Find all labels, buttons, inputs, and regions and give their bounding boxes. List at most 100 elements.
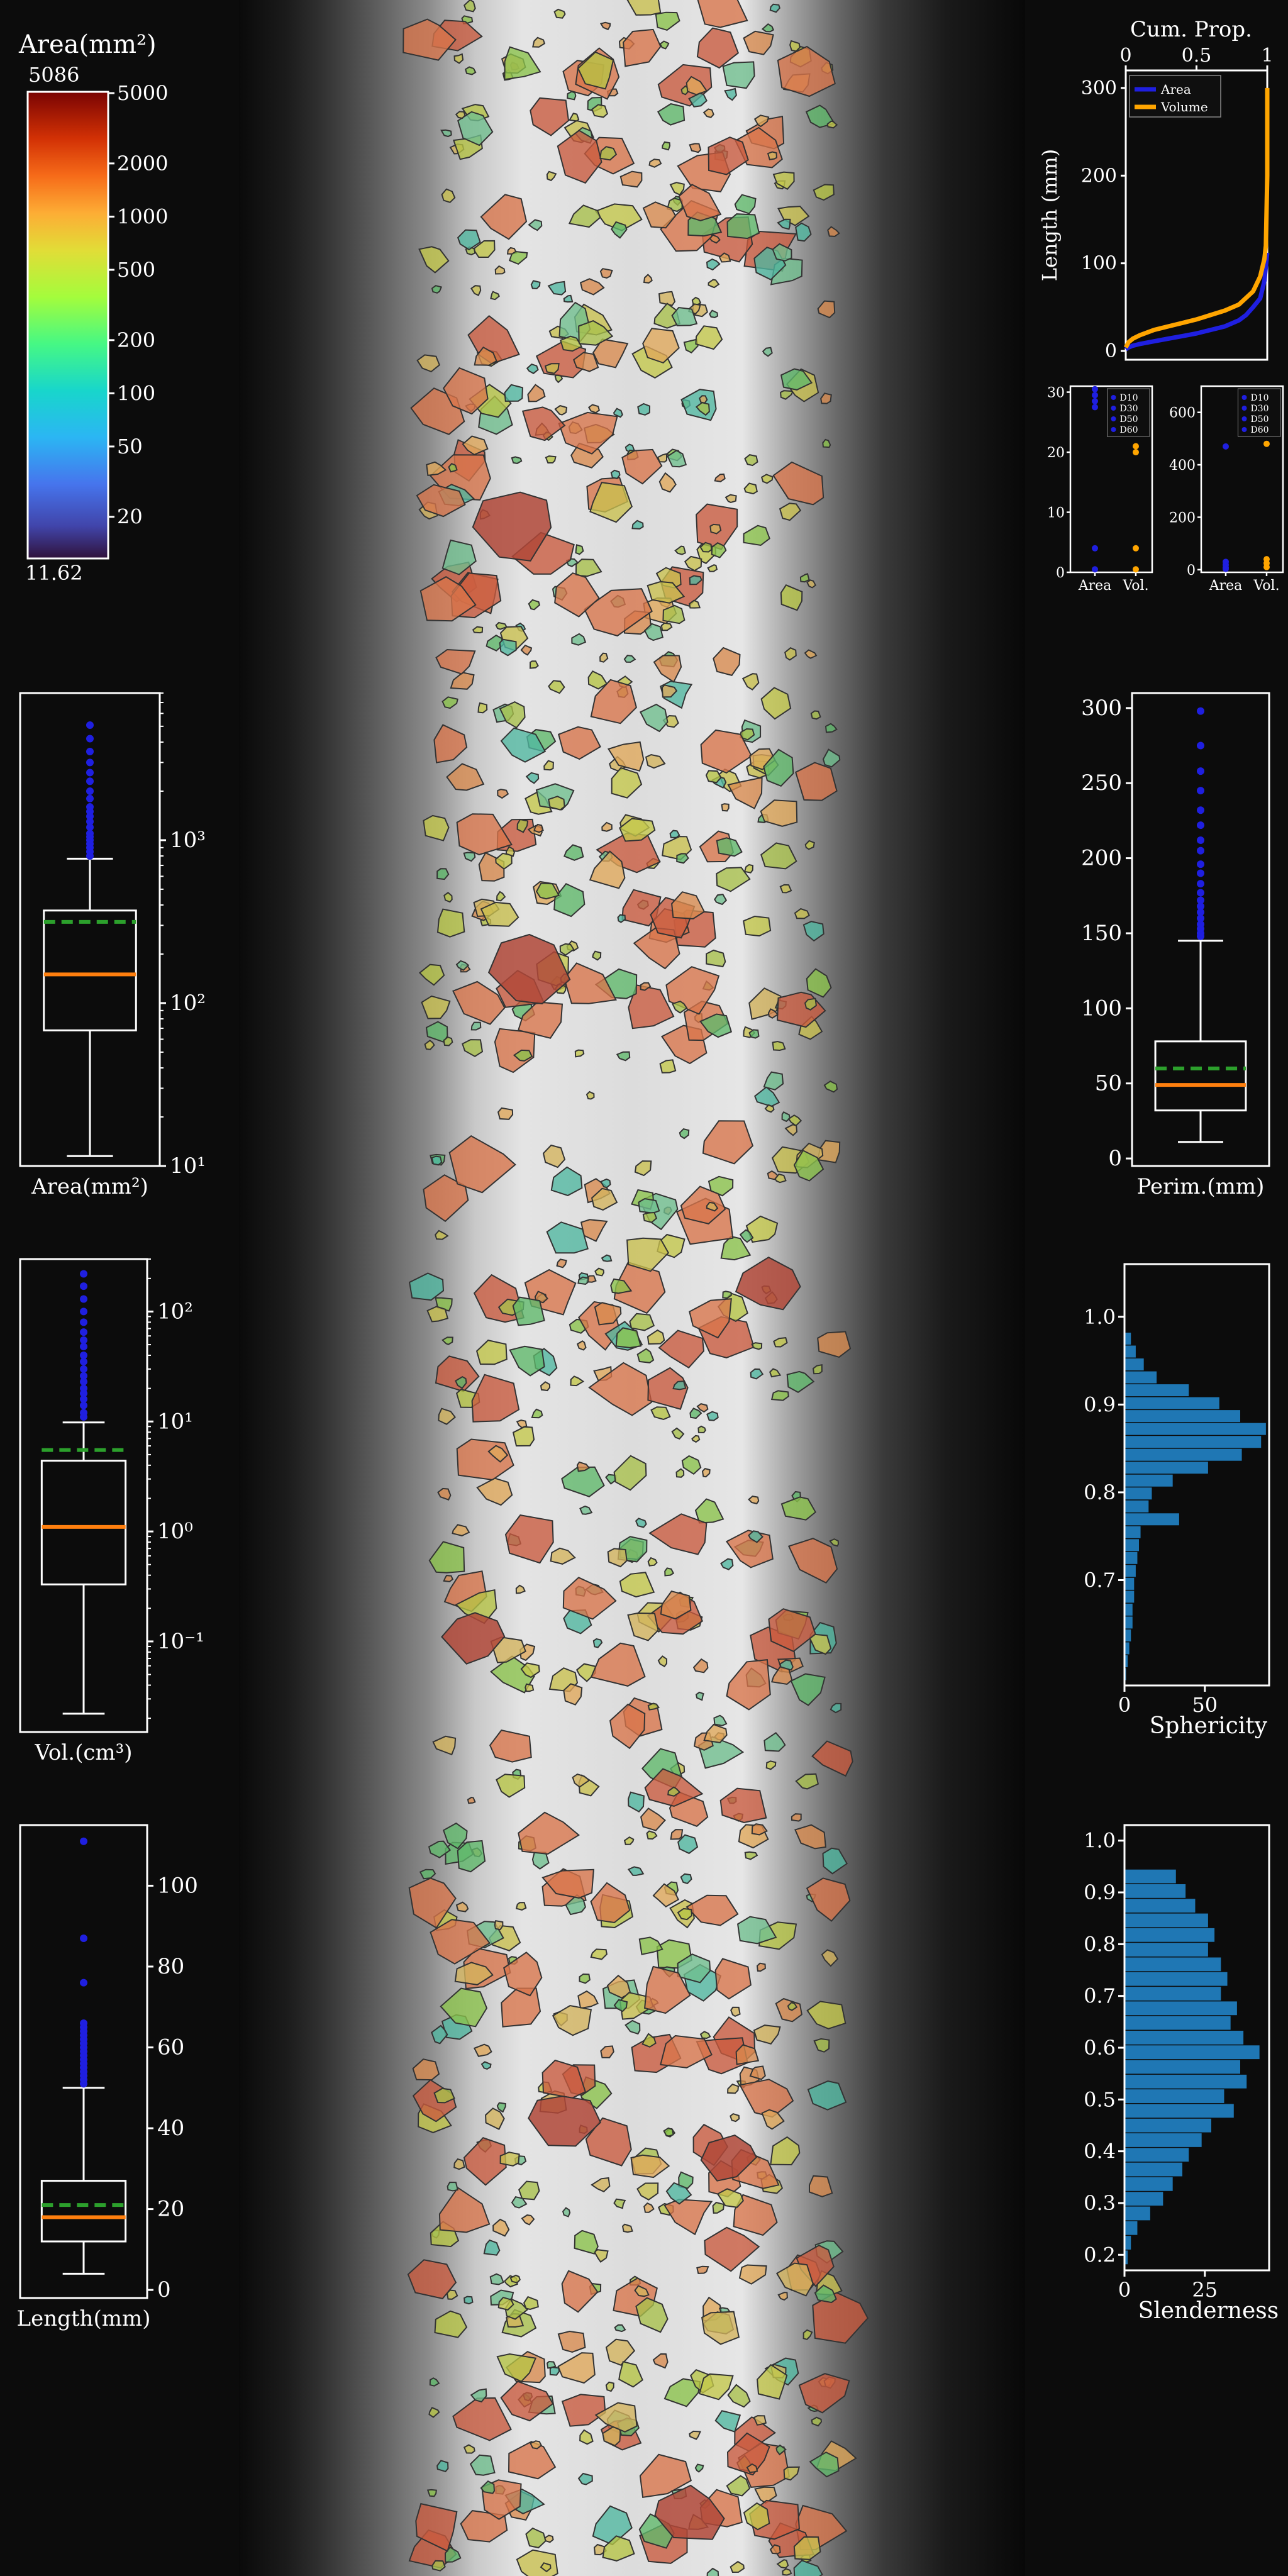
x-axis-label: Area(mm²) — [31, 1174, 148, 1199]
x-tick-label: 0 — [1119, 45, 1131, 67]
stone — [777, 45, 836, 97]
stone — [473, 2043, 492, 2057]
histogram-bar — [1124, 1928, 1215, 1942]
stone — [636, 2182, 659, 2201]
stone — [623, 28, 662, 67]
stone — [457, 1840, 486, 1873]
histogram-bar — [1124, 2192, 1163, 2206]
x-tick-label: 1 — [1261, 45, 1273, 67]
stone — [577, 51, 614, 90]
y-tick-label: 10¹ — [170, 1153, 206, 1179]
stone — [709, 309, 719, 318]
plot-frame — [1123, 1263, 1270, 1687]
y-axis-label: Length (mm) — [1038, 149, 1062, 282]
stone — [657, 1655, 668, 1668]
stone — [443, 892, 453, 903]
stone — [497, 2296, 514, 2311]
stone — [730, 2112, 740, 2123]
stone — [579, 1973, 591, 1984]
stone — [511, 2196, 528, 2209]
stone — [634, 1160, 652, 1177]
stone — [592, 338, 629, 369]
stone — [517, 1001, 564, 1039]
stone — [811, 1740, 853, 1777]
stone — [720, 1558, 734, 1570]
stone — [796, 2245, 835, 2287]
outlier-point — [80, 1409, 87, 1417]
stone — [643, 2202, 655, 2213]
stone — [772, 461, 824, 506]
stone — [469, 2454, 496, 2476]
y-tick-label: 0.9 — [1084, 1880, 1116, 1904]
stone — [763, 1071, 784, 1091]
stone — [659, 40, 670, 50]
stone — [433, 724, 468, 763]
stone — [630, 2154, 670, 2179]
stone — [590, 1948, 608, 1960]
stone — [793, 2560, 823, 2576]
stone — [647, 580, 686, 604]
stone — [743, 482, 758, 495]
stone — [695, 402, 710, 416]
outlier-point — [80, 1934, 87, 1942]
stone — [750, 1368, 764, 1380]
stone — [402, 18, 457, 61]
stone — [804, 840, 815, 850]
stone — [494, 265, 506, 275]
stone — [571, 633, 587, 646]
stone — [470, 285, 482, 296]
stone — [799, 573, 810, 583]
stone — [637, 402, 651, 416]
stone — [509, 1345, 545, 1377]
stone — [525, 772, 540, 784]
stone — [480, 2480, 496, 2494]
stone — [650, 1406, 671, 1421]
stone — [775, 2444, 787, 2456]
stone — [423, 814, 450, 841]
y-tick-label: 30 — [1047, 386, 1065, 401]
stone — [647, 1557, 658, 1567]
histogram-bar — [1124, 1972, 1228, 1986]
stone — [769, 3, 780, 13]
legend-marker — [1241, 427, 1247, 432]
outlier-point — [1197, 902, 1204, 910]
stone — [684, 555, 702, 572]
stone — [740, 728, 755, 741]
stone — [772, 243, 792, 262]
stone — [638, 1936, 663, 1955]
stone — [455, 1901, 469, 1913]
stone — [691, 1435, 701, 1443]
stone — [428, 2407, 440, 2418]
stone — [407, 2259, 457, 2300]
colorbar-tick-label: 2000 — [117, 152, 168, 175]
histogram-bar — [1124, 1423, 1266, 1435]
stone — [748, 1496, 760, 1505]
histogram-bar — [1124, 1513, 1179, 1526]
stone — [671, 306, 698, 326]
stone — [689, 599, 701, 609]
stone — [665, 2182, 692, 2205]
histogram-bar — [1124, 1591, 1135, 1603]
plot-frame — [1131, 692, 1270, 1167]
stone — [496, 2353, 537, 2382]
stone — [600, 2045, 614, 2058]
stone — [579, 1505, 593, 1515]
stone — [574, 2229, 599, 2255]
iqr-box — [1154, 1040, 1247, 1112]
stone — [543, 760, 554, 771]
stone — [512, 1426, 535, 1447]
stone — [812, 1363, 823, 1375]
stone — [689, 575, 702, 586]
stone — [706, 949, 726, 968]
stone — [441, 188, 456, 203]
stone — [787, 1114, 802, 1127]
stone — [434, 2310, 468, 2338]
stone — [472, 626, 484, 634]
y-tick-label: 0 — [1105, 340, 1117, 362]
stone — [454, 1962, 494, 1985]
stone — [432, 1735, 457, 1756]
stone — [457, 111, 494, 147]
colorbar-min-label: 11.62 — [25, 561, 83, 585]
stone — [416, 484, 466, 518]
outlier-point — [1197, 767, 1204, 775]
